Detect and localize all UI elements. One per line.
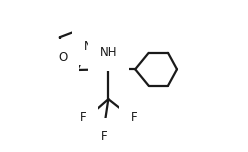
Text: F: F — [80, 111, 86, 124]
Text: NH: NH — [100, 46, 117, 59]
Text: F: F — [131, 111, 138, 124]
Text: O: O — [58, 51, 67, 64]
Text: N: N — [84, 40, 93, 53]
Text: F: F — [100, 130, 107, 143]
